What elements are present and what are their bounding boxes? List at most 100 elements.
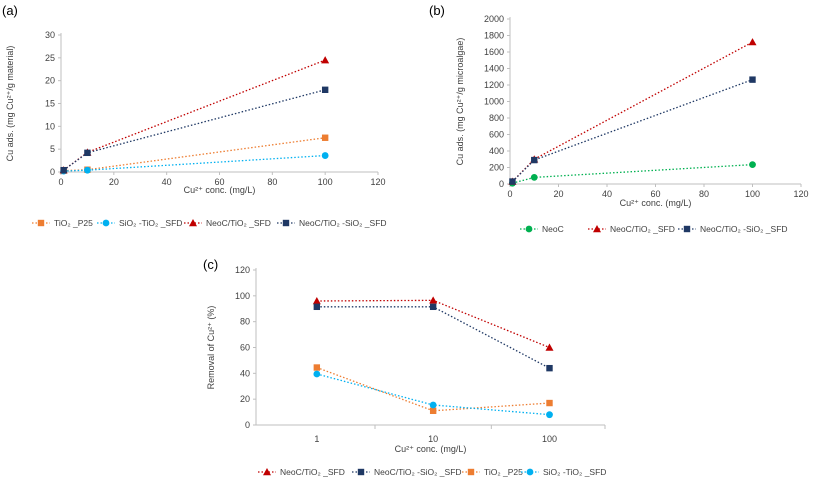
y-tick-label: 0 [245,420,250,430]
data-point [748,38,757,46]
panel-label-a: (a) [2,3,18,18]
data-point [60,166,67,174]
series-line [63,137,326,172]
x-tick-label: 100 [542,434,557,444]
y-tick-label: 400 [489,146,504,156]
chart-b: 0 200 400 600 800 1000 1200 1400 1600 1800 2000 0 20… [455,14,809,234]
y-tick-label: 15 [45,99,55,109]
series-line [63,89,326,171]
x-tick-label: 1 [314,434,319,444]
legend-label: TiO₂ _P25 [54,218,93,228]
legend-marker [683,225,691,233]
panel-label-c: (c) [203,257,219,272]
panel-label-b: (b) [429,3,445,18]
y-tick-label: 200 [489,163,504,173]
y-tick-label: 0 [50,167,55,177]
data-point [84,166,91,174]
data-point [313,370,321,378]
series-line [512,163,753,184]
series-line [63,59,326,171]
data-point [321,86,329,93]
x-tick-label: 20 [109,177,119,187]
legend-label: NeoC/TiO₂ _SFD [610,224,675,234]
x-tick-label: 100 [318,177,333,187]
legend-marker [189,219,197,227]
series-line [511,79,753,182]
x-tick-label: 80 [699,189,709,199]
data-point [312,297,321,305]
x-tick-label: 60 [650,189,660,199]
x-tick-label: 0 [507,189,512,199]
legend-marker [282,219,290,227]
data-point [545,343,554,351]
x-tick-label: 40 [162,177,172,187]
x-tick-label: 60 [214,177,224,187]
legend-label: NeoC/TiO₂ _SFD [280,467,345,477]
x-tick-label: 20 [553,189,563,199]
data-point [509,178,516,185]
y-tick-label: 25 [45,53,55,63]
data-point [531,156,538,164]
data-point [429,303,437,311]
y-tick-label: 10 [45,121,55,131]
y-tick-label: 80 [240,317,250,327]
y-tick-label: 5 [50,144,55,154]
y-tick-label: 60 [240,343,250,353]
data-point [313,303,321,311]
data-point [321,152,329,159]
x-tick-label: 120 [793,189,808,199]
legend-label: NeoC/TiO₂ -SiO₂ _SFD [299,218,387,228]
chart-a: 0 5 10 15 20 25 30 0 20 40 60 80 100 120 Cu²⁺ conc. (m… [5,30,387,228]
y-tick-label: 120 [235,265,250,275]
y-tick-label: 2000 [484,14,504,24]
y-axis-title: Cu ads. (mg Cu²⁺/g material) [5,46,15,162]
y-tick-label: 1000 [484,97,504,107]
y-tick-label: 20 [240,394,250,404]
legend-label: NeoC [542,224,564,234]
series-line [316,306,550,369]
x-tick-label: 10 [428,434,438,444]
y-axis-title: Cu ads. (mg Cu²⁺/g microalgae) [455,38,465,166]
x-axis-title: Cu²⁺ conc. (mg/L) [395,444,467,454]
x-tick-label: 80 [267,177,277,187]
y-tick-label: 600 [489,130,504,140]
x-tick-label: 100 [745,189,760,199]
data-point [749,76,756,83]
legend-marker [102,219,110,227]
legend-label: NeoC/TiO₂ _SFD [206,218,271,228]
legend-label: SiO₂ -TiO₂ _SFD [543,467,606,477]
legend-marker [593,225,601,233]
y-tick-label: 0 [499,179,504,189]
legend-marker [526,468,534,476]
data-point [429,407,437,414]
data-point [321,134,329,141]
legend-marker [467,468,475,476]
data-point [313,364,321,371]
legend-marker [525,225,533,233]
data-point [530,174,538,181]
y-tick-label: 1200 [484,80,504,90]
y-tick-label: 800 [489,113,504,123]
y-axis-title: Removal of Cu²⁺ (%) [206,306,216,390]
y-tick-label: 30 [45,30,55,40]
series-line [63,154,326,172]
data-point [429,401,437,409]
legend-label: NeoC/TiO₂ -SiO₂ _SFD [374,467,462,477]
data-point [546,364,553,372]
legend-label: TiO₂ _P25 [484,467,523,477]
data-point [546,411,553,419]
data-point [84,149,91,157]
y-tick-label: 1800 [484,31,504,41]
data-point [321,56,330,64]
y-tick-label: 1400 [484,64,504,74]
data-point [429,296,438,304]
x-axis-title: Cu²⁺ conc. (mg/L) [620,198,692,208]
data-point [546,399,553,407]
legend-marker [357,468,365,476]
legend-label: NeoC/TiO₂ -SiO₂ _SFD [700,224,788,234]
legend-label: SiO₂ -TiO₂ _SFD [119,218,182,228]
x-tick-label: 0 [58,177,63,187]
x-tick-label: 120 [370,177,385,187]
series-line [511,41,753,182]
